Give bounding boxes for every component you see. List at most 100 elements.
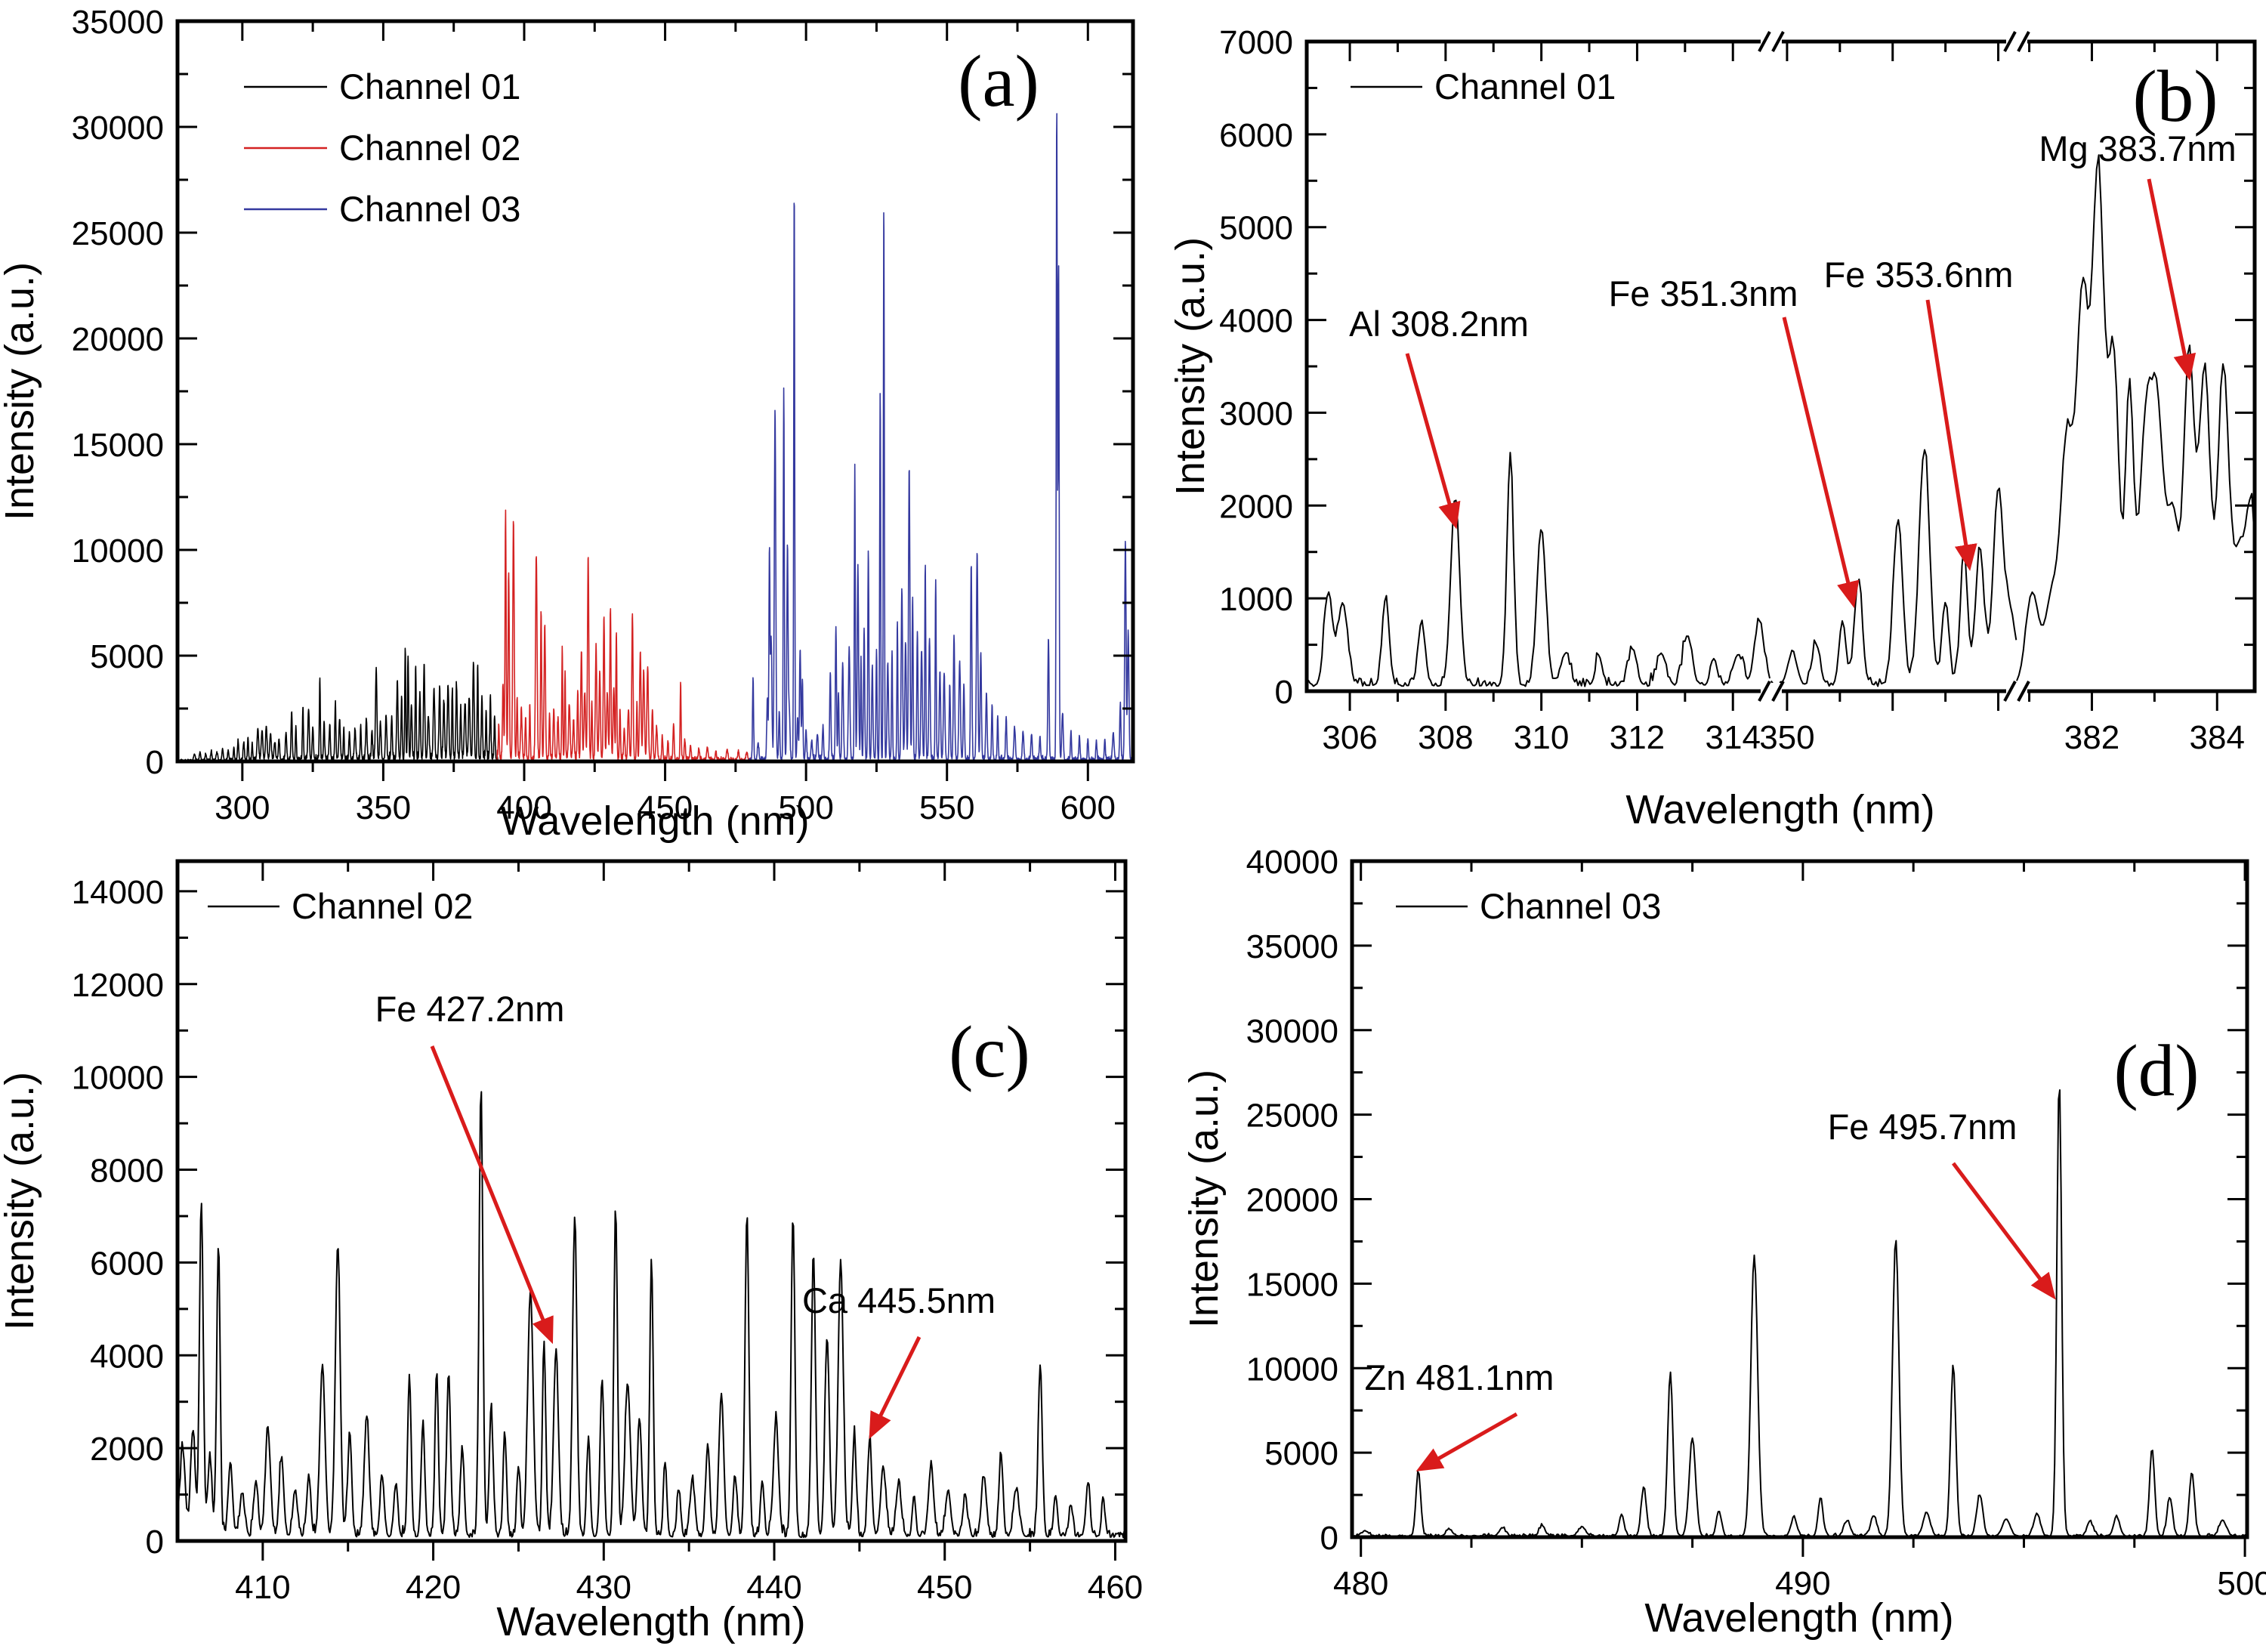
x-tick-label: 306: [1322, 719, 1377, 756]
x-tick-label: 430: [576, 1569, 631, 1606]
y-tick-label: 4000: [90, 1338, 164, 1375]
series-channel-01-seg1: [1307, 452, 1771, 687]
y-tick-label: 15000: [1246, 1266, 1338, 1303]
series-channel-03: [1352, 1089, 2247, 1537]
axis-break-mark: [1758, 31, 1771, 52]
annotation-label: Fe 353.6nm: [1824, 255, 2014, 295]
y-tick-label: 35000: [1246, 928, 1338, 965]
x-tick-label: 350: [1759, 719, 1814, 756]
y-axis-title: Intensity (a.u.): [1168, 237, 1213, 496]
x-tick-label: 384: [2190, 719, 2245, 756]
ticks: [178, 861, 1125, 1561]
x-tick-label: 420: [406, 1569, 461, 1606]
y-tick-label: 14000: [72, 874, 164, 911]
annotation: Mg 383.7nm: [2039, 128, 2237, 381]
y-tick-label: 5000: [1264, 1435, 1338, 1472]
legend: Channel 03: [1396, 886, 1661, 926]
y-tick-label: 8000: [90, 1153, 164, 1190]
axis-break-mark: [2003, 681, 2017, 702]
legend-label: Channel 01: [1434, 66, 1616, 107]
series-group: [1307, 154, 2255, 687]
annotation-label: Fe 495.7nm: [1828, 1107, 2017, 1147]
ticks: [1352, 860, 2247, 1557]
y-tick-label: 10000: [1246, 1351, 1338, 1388]
panel-letter: (a): [958, 41, 1039, 122]
legend: Channel 01 Channel 02 Channel 03: [244, 66, 520, 229]
y-tick-label: 1000: [1219, 581, 1293, 618]
annotation-arrow: [1782, 317, 1860, 609]
annotation-label: Mg 383.7nm: [2039, 128, 2236, 168]
y-tick-label: 7000: [1219, 24, 1293, 61]
x-tick-label: 312: [1610, 719, 1665, 756]
y-tick-label: 30000: [72, 110, 164, 147]
y-tick-label: 35000: [72, 4, 164, 41]
axis-break-mark: [2003, 31, 2017, 52]
y-tick-label: 15000: [72, 427, 164, 464]
x-tick-label: 460: [1088, 1569, 1143, 1606]
series-group: [1352, 1089, 2247, 1537]
axis-break-mark: [1758, 681, 1771, 702]
axis-break-mark: [2017, 31, 2030, 52]
x-axis-title: Wavelength (nm): [500, 798, 809, 844]
axis-break-mark: [1771, 31, 1785, 52]
series-channel-01-seg2: [1771, 449, 2017, 687]
y-tick-label: 10000: [72, 1060, 164, 1097]
panel-letter: (c): [949, 1011, 1030, 1092]
x-tick-label: 400: [496, 789, 551, 826]
x-axis-title: Wavelength (nm): [496, 1599, 805, 1644]
x-tick-label: 440: [746, 1569, 801, 1606]
annotation-label: Fe 427.2nm: [375, 989, 565, 1029]
y-tick-label: 10000: [72, 533, 164, 570]
y-tick-label: 4000: [1219, 303, 1293, 340]
panel-letter: (d): [2113, 1030, 2199, 1111]
annotation: Fe 495.7nm: [1828, 1107, 2056, 1300]
axis-break-mark: [2017, 681, 2030, 702]
annotation-label: Ca 445.5nm: [802, 1280, 996, 1320]
annotation-arrow: [430, 1045, 554, 1345]
y-tick-label: 3000: [1219, 395, 1293, 432]
annotation-arrow: [1415, 1412, 1518, 1471]
x-axis-title: Wavelength (nm): [1644, 1595, 1953, 1641]
x-tick-label: 382: [2064, 719, 2119, 756]
y-tick-label: 30000: [1246, 1013, 1338, 1050]
x-tick-label: 410: [235, 1569, 290, 1606]
y-tick-label: 5000: [90, 638, 164, 675]
x-tick-label: 550: [919, 789, 974, 826]
annotation-arrow: [1405, 353, 1461, 530]
x-tick-label: 490: [1775, 1565, 1830, 1602]
y-tick-label: 2000: [1219, 488, 1293, 525]
y-tick-label: 40000: [1246, 844, 1338, 881]
axis-box: [175, 859, 1128, 1543]
x-axis-title: Wavelength (nm): [1625, 787, 1934, 832]
annotation-arrow: [869, 1335, 922, 1439]
y-tick-label: 0: [1320, 1520, 1338, 1557]
x-tick-label: 308: [1418, 719, 1473, 756]
annotation-label: Al 308.2nm: [1349, 304, 1529, 344]
y-tick-label: 20000: [72, 321, 164, 358]
series-channel-01: [178, 647, 499, 761]
legend: Channel 01: [1351, 66, 1616, 107]
ticks: [178, 20, 1133, 781]
annotation-label: Fe 351.3nm: [1609, 273, 1798, 313]
series-group: [178, 113, 1133, 761]
panel-a: 300 350 400 450 500 550 600 0 5000 10000 15000 2000…: [0, 4, 1135, 844]
y-tick-label: 25000: [72, 215, 164, 252]
annotation: Al 308.2nm: [1349, 304, 1529, 530]
y-tick-label: 6000: [90, 1245, 164, 1282]
x-tick-label: 500: [778, 789, 833, 826]
x-tick-label: 450: [638, 789, 693, 826]
annotation: Fe 427.2nm: [375, 989, 565, 1345]
y-tick-label: 5000: [1219, 210, 1293, 247]
legend: Channel 02: [208, 886, 473, 926]
annotation-arrow: [1925, 299, 1977, 572]
annotation: Fe 353.6nm: [1824, 255, 2014, 572]
series-channel-02: [496, 509, 752, 761]
annotation-arrow: [2147, 178, 2197, 381]
annotation: Fe 351.3nm: [1609, 273, 1860, 609]
panel-d: 480 490 5000500010000150002000025000300003…: [1181, 844, 2266, 1641]
annotation: Ca 445.5nm: [802, 1280, 996, 1439]
y-axis-title: Intensity (a.u.): [0, 1072, 42, 1330]
